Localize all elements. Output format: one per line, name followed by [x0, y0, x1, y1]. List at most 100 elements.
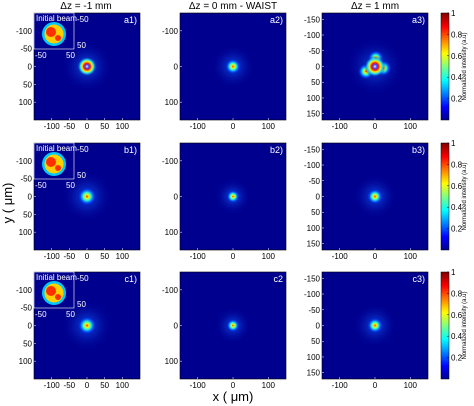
panel-r1-c3: -100 0 100 -150 -100 -50 0 50 100 150 a3) [304, 12, 429, 131]
panel-r2-c1-inset-x-tick-1: -50 [35, 181, 47, 190]
panel-r1-c1-inset-y-tick-1: -50 [77, 15, 89, 24]
colorbar-r3-tick-label-5: 0.2 [451, 354, 463, 363]
panel-r1-c2-y-tick-label-3: 100 [165, 98, 179, 107]
panel-r3-c1-inset-y-tick-1: -50 [77, 274, 89, 283]
panel-r1-c1-x-tick-label-3: 0 [85, 122, 90, 131]
colorbar-r3-tick-label-3: 0.6 [451, 311, 463, 320]
colorbar-r2: 1 0.8 0.6 0.4 0.2 Normalized intensity (a.u) [440, 139, 468, 251]
panel-r2-c1-beam-core [77, 186, 97, 207]
panel-r2-c1-x-tick-label-4: 50 [100, 252, 109, 261]
y-axis-label: y ( μm) [0, 183, 15, 224]
panel-r3-c1-y-tick-label-5: 100 [19, 357, 33, 366]
panel-r2-c2-y-tick-label-2: 0 [174, 193, 179, 202]
panel-r1-c1-y-tick-label-2: -50 [20, 45, 32, 54]
panel-r3-c3-x-tick-label-1: -100 [332, 381, 349, 390]
panel-r2-c3-y-tick-label-1: -150 [304, 145, 321, 154]
panel-r1-c2-label: a2) [270, 15, 283, 25]
colorbar-r1-scale [440, 12, 450, 121]
panel-r2-c2-x-tick-label-1: -100 [190, 252, 207, 261]
panel-r1-c2-x-tick-label-1: -100 [190, 122, 207, 131]
panel-r1-c2-x-tick-label-2: 0 [231, 122, 236, 131]
panel-r3-c2-y-tick-label-1: -100 [162, 286, 179, 295]
panel-r3-c3-y-tick-label-3: -50 [308, 306, 320, 315]
panel-r2-c3-y-tick-label-7: 150 [307, 240, 321, 249]
panel-r3-c1-y-tick-label-1: -100 [16, 286, 33, 295]
panel-r3-c1-inset-label: Initial beam [36, 273, 77, 282]
panel-r2-c2-y-tick-label-3: 100 [165, 228, 179, 237]
panel-r2-c3-x-tick-label-3: 100 [404, 252, 418, 261]
panel-r2-c1-x-tick-label-1: -100 [44, 252, 61, 261]
panel-r3-c3: -100 0 100 -150 -100 -50 0 50 100 150 c3) [304, 271, 429, 390]
colorbar-r1-tick-label-3: 0.6 [451, 52, 463, 61]
panel-r1-c2-x-tick-label-3: 100 [262, 122, 276, 131]
panel-r1-c3-x-tick-label-1: -100 [332, 122, 349, 131]
panel-r3-c3-y-tick-label-4: 0 [316, 322, 321, 331]
panel-r2-c1-label: b1) [124, 145, 137, 155]
panel-r2-c1-x-tick-label-5: 100 [116, 252, 130, 261]
colorbar-r2-tick-label-5: 0.2 [451, 225, 463, 234]
panel-r2-c3-y-tick-label-6: 100 [307, 224, 321, 233]
column-title-3: Δz = 1 mm [351, 1, 399, 12]
colorbar-r3-label: Normalized intensity (a.u) [462, 291, 468, 359]
panel-r2-c2-label: b2) [270, 145, 283, 155]
panel-r3-c1-x-tick-label-2: -50 [64, 381, 76, 390]
colorbar-r3-tick-label-4: 0.4 [451, 332, 463, 341]
panel-r3-c1-inset-x-tick-1: -50 [35, 310, 47, 319]
panel-r2-c1-inset-beam-hot [46, 157, 56, 167]
colorbar-r2-label: Normalized intensity (a.u) [462, 162, 468, 230]
panel-r2-c2-beam-core [225, 189, 241, 204]
panel-r1-c1-x-tick-label-2: -50 [64, 122, 76, 131]
panel-r1-c1-y-tick-label-1: -100 [16, 27, 33, 36]
panel-r3-c3-y-tick-label-6: 100 [307, 353, 321, 362]
panel-r2-c1-y-tick-label-2: -50 [20, 175, 32, 184]
panel-r3-c1-inset-beam-hot [46, 286, 56, 296]
panel-r2-c2-x-tick-label-2: 0 [231, 252, 236, 261]
panel-r2-c1-y-tick-label-3: 0 [28, 193, 33, 202]
panel-r2-c1-y-tick-label-4: 50 [23, 210, 32, 219]
colorbar-r1-tick-label-2: 0.8 [451, 30, 463, 39]
panel-r1-c1-x-tick-label-5: 100 [116, 122, 130, 131]
panel-r3-c1-x-tick-label-5: 100 [116, 381, 130, 390]
panel-r3-c1-y-tick-label-4: 50 [23, 339, 32, 348]
x-axis-label: x ( μm) [213, 389, 254, 404]
panel-r3-c3-beam-core [366, 317, 384, 334]
panel-r1-c1-inset-beam-hot [46, 27, 56, 37]
panel-r1-c3-y-tick-label-7: 150 [307, 110, 321, 119]
colorbar-r2-scale [440, 142, 450, 251]
panel-r3-c3-x-tick-label-2: 0 [373, 381, 378, 390]
panel-r1-c3-label: a3) [412, 15, 425, 25]
panel-r1-c1-x-tick-label-4: 50 [100, 122, 109, 131]
panel-r3-c1-x-tick-label-4: 50 [100, 381, 109, 390]
colorbar-r3-tick-label-2: 0.8 [451, 289, 463, 298]
colorbar-r1-label: Normalized intensity (a.u) [462, 32, 468, 100]
panel-r3-c1-inset-beam-hot-2 [55, 294, 61, 300]
panel-r2-c1-x-tick-label-3: 0 [85, 252, 90, 261]
panel-r3-c3-y-tick-label-1: -150 [304, 274, 321, 283]
panel-r3-c1-label: c1) [124, 274, 137, 284]
panel-r3-c2-y-tick-label-3: 100 [165, 357, 179, 366]
panel-r1-c1-y-tick-label-3: 0 [28, 63, 33, 72]
panel-r1-c3-beam-core [364, 55, 386, 78]
panel-r1-c1-y-tick-label-5: 100 [19, 98, 33, 107]
panel-r2-c2: -100 0 100 -100 0 100 b2) [162, 142, 287, 261]
panel-r1-c3-x-tick-label-3: 100 [404, 122, 418, 131]
colorbar-r3-tick-label-1: 1 [451, 268, 456, 277]
panel-r1-c1-x-tick-label-1: -100 [44, 122, 61, 131]
panel-r1-c1-inset-x-tick-2: 50 [66, 51, 75, 60]
panel-r1-c3-y-tick-label-2: -100 [304, 31, 321, 40]
column-title-1: Δz = -1 mm [60, 1, 111, 12]
panel-r2-c3-y-tick-label-2: -100 [304, 161, 321, 170]
panel-r1-c3-y-tick-label-6: 100 [307, 94, 321, 103]
colorbar-r3-scale [440, 271, 450, 380]
panel-r2-c3-x-tick-label-2: 0 [373, 252, 378, 261]
panel-r1-c1-label: a1) [124, 15, 137, 25]
panel-r2-c1-inset-label: Initial beam [36, 144, 77, 153]
panel-r3-c2-label: c2 [273, 274, 283, 284]
panel-r1-c1-beam-core [77, 56, 97, 77]
